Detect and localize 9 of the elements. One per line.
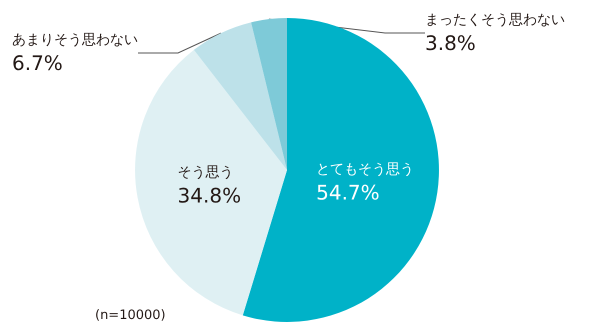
data-label: 3.8%	[425, 31, 476, 55]
data-label: 6.7%	[12, 51, 63, 75]
data-label: 34.8%	[178, 183, 242, 208]
slice-label: そう思う	[178, 164, 234, 180]
slice-label: まったくそう思わない	[425, 12, 565, 28]
text: (n=10000)	[95, 308, 166, 323]
slice-label: とてもそう思う	[316, 162, 414, 178]
data-label: 54.7%	[316, 180, 380, 205]
slice-label: あまりそう思わない	[12, 32, 138, 48]
